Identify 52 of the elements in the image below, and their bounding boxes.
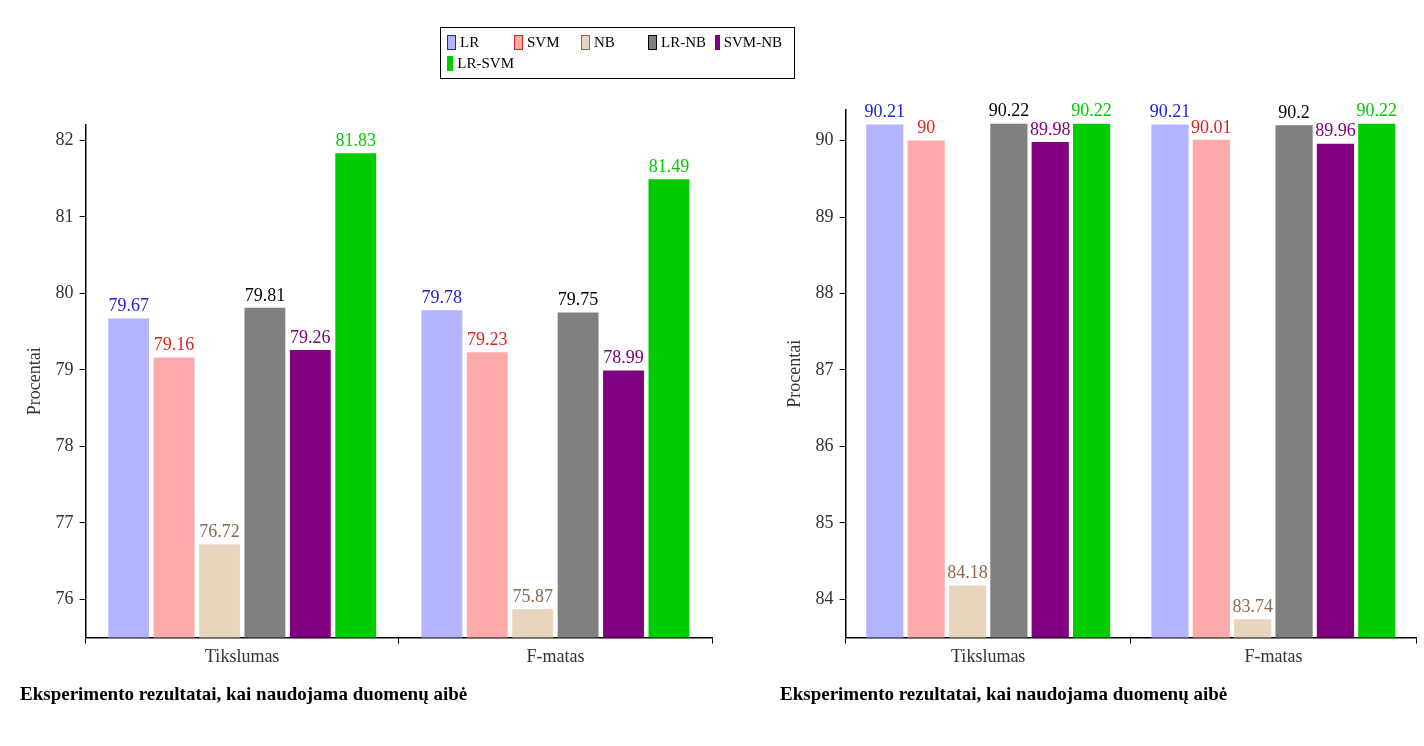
y-tick-label: 88 <box>815 282 834 303</box>
y-axis-title: Procentai <box>783 339 804 408</box>
data-label: 89.96 <box>1315 120 1356 141</box>
y-axis-title: Procentai <box>23 347 44 416</box>
data-label: 90.22 <box>988 100 1030 121</box>
text: Eksperimento rezultatai, kai naudojama duomenų aibė <box>20 682 468 704</box>
data-label: 90.22 <box>1071 100 1112 121</box>
y-tick-label: 80 <box>55 282 74 303</box>
x-tick-label: Tikslumas <box>205 646 280 667</box>
text: Eksperimento rezultatai, kai naudojama duomenų aibė <box>780 682 1228 704</box>
data-label: 75.87 <box>512 586 553 607</box>
legend-label: LR <box>459 34 481 51</box>
data-label: 90 <box>917 117 936 138</box>
data-label: 90.01 <box>1191 116 1232 137</box>
data-label: 84.18 <box>947 562 988 583</box>
data-label: 90.21 <box>1149 101 1191 122</box>
data-label: 76.72 <box>199 521 240 541</box>
data-label: 90.22 <box>1356 100 1398 121</box>
y-tick-label: 84 <box>815 588 834 609</box>
y-tick-label: 79 <box>55 358 74 379</box>
data-label: 83.74 <box>1232 595 1273 616</box>
y-tick-label: 87 <box>815 358 834 379</box>
data-label: 79.81 <box>244 284 286 305</box>
data-label: 79.23 <box>467 328 508 349</box>
data-label: 79.26 <box>290 326 331 347</box>
data-label: 81.83 <box>335 130 376 151</box>
y-tick-label: 81 <box>55 205 74 226</box>
y-tick-label: 78 <box>55 435 74 456</box>
data-label: 78.99 <box>603 347 644 368</box>
data-label: 90.21 <box>864 101 906 122</box>
legend-label: LR-SVM <box>456 55 514 72</box>
y-tick-label: 86 <box>815 435 834 456</box>
data-label: 79.75 <box>557 289 599 310</box>
x-tick-label: Tikslumas <box>951 646 1026 667</box>
data-label: 79.16 <box>153 334 195 355</box>
y-tick-label: 77 <box>55 511 74 532</box>
data-label: 81.49 <box>648 156 690 177</box>
y-tick-label: 89 <box>815 205 834 226</box>
x-tick-label: F-matas <box>526 646 585 667</box>
data-label: 79.78 <box>421 286 463 307</box>
y-tick-label: 76 <box>55 588 74 609</box>
data-label: 90.2 <box>1278 102 1310 123</box>
x-tick-label: F-matas <box>1244 646 1303 667</box>
legend-label: SVM-NB <box>722 34 782 51</box>
legend-label: SVM <box>526 34 561 51</box>
legend-label: NB <box>593 34 616 51</box>
y-tick-label: 82 <box>55 129 74 150</box>
y-tick-label: 85 <box>815 511 834 532</box>
legend-label: LR-NB <box>660 34 707 51</box>
y-tick-label: 90 <box>815 129 834 150</box>
data-label: 79.67 <box>108 295 149 316</box>
data-label: 89.98 <box>1029 118 1071 139</box>
